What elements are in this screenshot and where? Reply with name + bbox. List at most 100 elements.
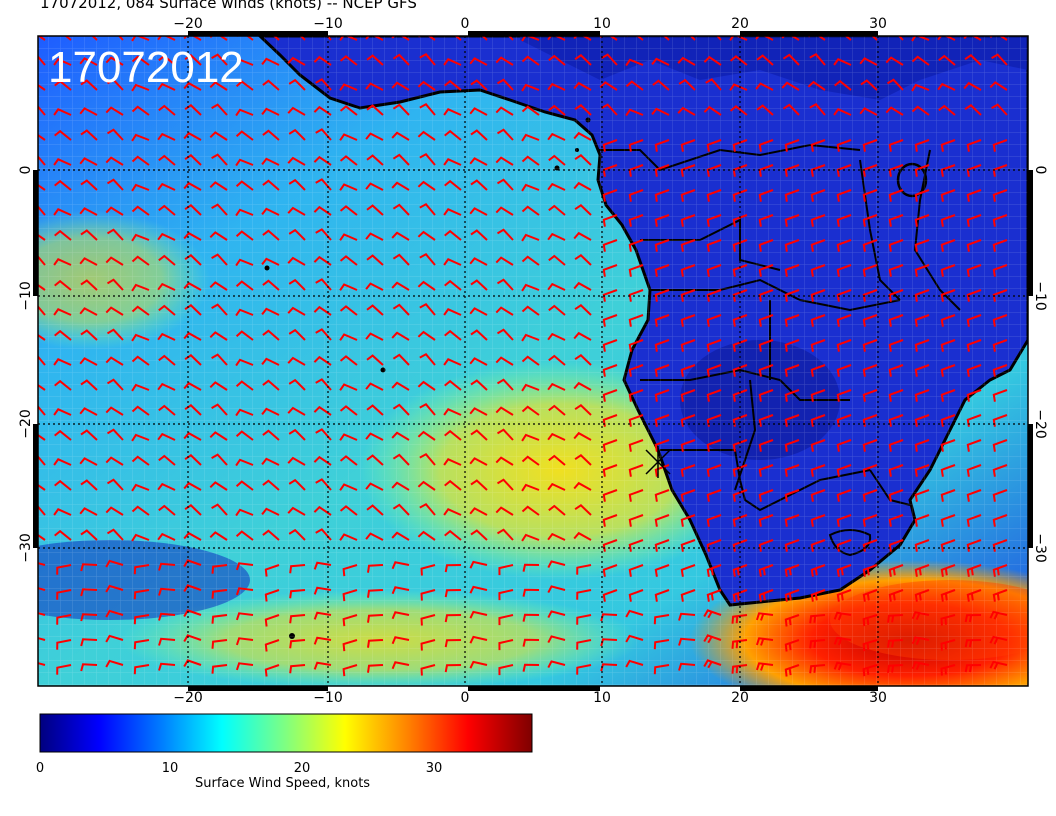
colorbar-tick: 30 (426, 761, 443, 776)
wind-barb (521, 433, 540, 442)
wind-barb (885, 106, 904, 116)
wind-barb (158, 587, 176, 596)
wind-barb (784, 164, 800, 177)
wind-barb (262, 379, 280, 391)
wind-barb (888, 389, 904, 402)
wind-barb (706, 514, 722, 527)
wind-barb (625, 634, 644, 643)
wind-barb (444, 129, 462, 141)
wind-barb (183, 481, 202, 491)
wind-barb (209, 331, 228, 341)
wind-barb (105, 456, 124, 466)
wind-barb (391, 181, 410, 191)
wind-barb (443, 58, 462, 66)
wind-barb (131, 133, 150, 142)
wind-barb (940, 239, 956, 252)
lon-tick-bottom: 30 (869, 690, 887, 706)
wind-barb (521, 505, 540, 516)
wind-barb (677, 56, 696, 66)
wind-barb (784, 639, 800, 652)
wind-barb (496, 278, 514, 291)
wind-barb (547, 610, 566, 619)
wind-barb (732, 489, 748, 502)
wind-barb (184, 404, 202, 416)
lat-tick-right: −30 (1032, 533, 1048, 563)
wind-barb (574, 254, 592, 266)
wind-barb (755, 662, 774, 671)
wind-barb (547, 182, 566, 191)
wind-barb (211, 203, 228, 216)
wind-barb (365, 332, 384, 341)
wind-barb (888, 289, 904, 302)
wind-barb (573, 281, 592, 291)
wind-barb (574, 404, 592, 416)
wind-barb (810, 414, 826, 427)
wind-barb (54, 179, 72, 191)
wind-barb (262, 329, 280, 341)
wind-barb (706, 364, 722, 377)
wind-barb (574, 504, 592, 516)
wind-barb (313, 305, 332, 316)
wind-barb (495, 456, 514, 466)
wind-barb (602, 389, 618, 402)
wind-barb (131, 83, 150, 92)
wind-barb (342, 589, 358, 602)
wind-barb (602, 489, 618, 502)
wind-barb (992, 189, 1008, 202)
wind-barb (417, 530, 436, 541)
wind-barb (966, 364, 982, 377)
wind-barb (547, 132, 566, 141)
wind-barb (938, 54, 956, 66)
wind-barb (444, 614, 462, 623)
wind-barb (313, 405, 332, 416)
wind-barb (289, 564, 306, 574)
wind-barb (732, 339, 748, 352)
wind-barb (287, 56, 306, 66)
wind-barb (443, 458, 462, 466)
wind-barb (183, 559, 202, 568)
wind-barb (835, 36, 852, 41)
wind-barb (496, 328, 514, 341)
wind-barb (469, 660, 488, 669)
wind-barb (992, 389, 1008, 402)
wind-barb (133, 564, 150, 575)
wind-barb (419, 253, 436, 266)
wind-barb (784, 389, 800, 402)
wind-barb (888, 589, 904, 602)
wind-barb (420, 664, 436, 676)
wind-barb (914, 514, 930, 527)
wind-barb (339, 433, 358, 441)
wind-barb (469, 307, 488, 316)
wind-barb (678, 662, 696, 671)
wind-barb (576, 614, 592, 625)
wind-barb (573, 381, 592, 391)
wind-barb (184, 354, 202, 366)
wind-barb (105, 306, 124, 316)
wind-barb (417, 36, 436, 41)
wind-barb (809, 614, 826, 624)
wind-barb (602, 239, 618, 252)
wind-barb (183, 281, 202, 291)
wind-barb (54, 79, 72, 91)
wind-barb (444, 639, 462, 648)
wind-barb (940, 489, 956, 502)
wind-barb (158, 304, 176, 316)
wind-barb (574, 54, 592, 66)
wind-barb (106, 528, 124, 541)
wind-barb (602, 189, 618, 202)
wind-barb (521, 205, 540, 216)
wind-barb (469, 457, 488, 466)
wind-barb (784, 589, 800, 602)
wind-barb (339, 355, 358, 366)
wind-barb (573, 531, 592, 541)
wind-barb (365, 382, 384, 391)
wind-barb (992, 214, 1008, 227)
wind-barb (547, 660, 566, 669)
wind-barb (133, 664, 150, 675)
wind-barb (366, 254, 384, 266)
wind-barb (654, 464, 670, 477)
wind-barb (106, 378, 124, 391)
wind-barb (235, 208, 254, 217)
wind-barb (862, 539, 878, 552)
wind-barb (158, 254, 176, 266)
